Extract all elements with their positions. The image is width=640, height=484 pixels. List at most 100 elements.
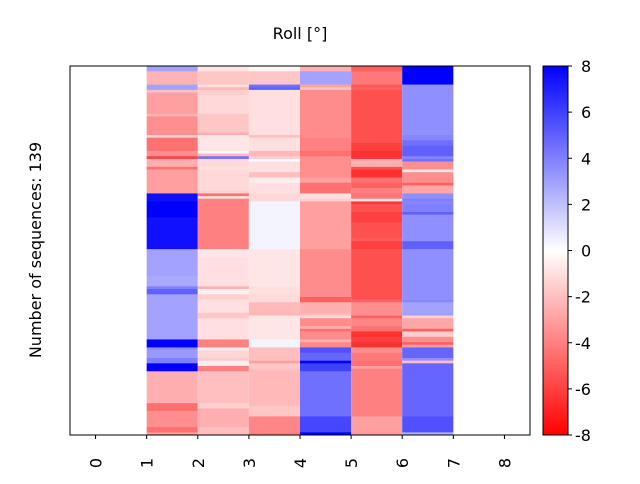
colorbar-tick-label: 2 [581,195,591,214]
heatmap-cell [300,347,352,354]
heatmap-cell [300,296,352,303]
heatmap-cell [402,145,454,157]
x-tick-label: 3 [240,458,259,468]
heatmap-cell [146,166,198,170]
heatmap-cell [248,312,300,316]
heatmap-cell [146,411,198,428]
heatmap-cell [351,212,403,223]
heatmap-cell [197,113,249,133]
heatmap-cell [248,360,300,364]
heatmap-cell [402,161,454,170]
heatmap-cell [146,89,198,93]
heatmap-cell [351,241,403,250]
heatmap-cell [300,87,352,91]
heatmap-cell [146,169,198,194]
heatmap-cell [248,150,300,157]
heatmap-cell [146,92,198,115]
heatmap-cell [351,193,403,200]
heatmap-cell [402,312,454,316]
colorbar-tick-label: -8 [575,426,591,445]
heatmap-cell [351,326,403,332]
heatmap-cell [351,416,403,436]
heatmap-cell [300,342,352,348]
heatmap-cell [351,318,403,327]
heatmap-cell [402,198,454,202]
heatmap-cell [197,89,249,96]
heatmap-cell [351,347,403,354]
heatmap-cell [300,371,352,417]
heatmap-cell [402,158,454,162]
heatmap-cell [300,198,352,202]
heatmap-cell [402,363,454,417]
heatmap-cell [351,198,403,202]
heatmap-cell [197,365,249,372]
heatmap-cell [197,358,249,361]
heatmap-cell [402,193,454,200]
heatmap-cell [402,241,454,250]
heatmap-cell [146,294,198,340]
heatmap-cell [402,185,454,194]
heatmap-cell [402,169,454,173]
heatmap-cell [351,89,403,144]
colorbar-tick-label: 0 [581,242,591,261]
heatmap-cell [146,358,198,364]
heatmap-cell [197,132,249,136]
heatmap-cell [146,193,198,202]
heatmap-cell [248,249,300,287]
heatmap-cell [300,302,352,314]
heatmap-cell [197,257,249,287]
heatmap-cell [300,84,352,88]
heatmap-cell [300,360,352,364]
x-tick-label: 1 [138,458,157,468]
heatmap-cell [402,318,454,330]
heatmap-cell [248,294,300,303]
heatmap-cell [146,249,198,277]
heatmap-cell [300,249,352,298]
x-tick-label: 6 [393,458,412,468]
heatmap-cell [197,153,249,157]
heatmap-cell [197,294,249,300]
heatmap-cell [402,358,454,361]
heatmap-cell [146,339,198,348]
colorbar-ticks: 8 6 4 2 0 -2 -4 -6 -8 [568,57,591,445]
heatmap-cell [248,347,300,361]
heatmap-cell [197,312,249,319]
heatmap-cell [300,328,352,332]
heatmap-cell [300,137,352,152]
heatmap-cell [300,312,352,316]
heatmap-cell [146,137,198,152]
heatmap-cell [197,360,249,367]
heatmap-cell [146,286,198,290]
heatmap-cell [146,156,198,160]
heatmap-cell [402,204,454,213]
x-tick-label: 7 [444,458,463,468]
heatmap-cell [248,302,300,314]
heatmap-cell [300,89,352,138]
heatmap-cell [197,84,249,88]
heatmap-cell [248,71,300,85]
heatmap-cell [248,201,300,250]
heatmap-cell [402,249,454,300]
x-tick-label: 0 [87,458,106,468]
heatmap-cell [197,71,249,85]
heatmap-cell [351,66,403,72]
heatmap-cell [351,201,403,205]
heatmap-cell [402,432,454,436]
heatmap-cell [402,328,454,332]
heatmap-cell [248,315,300,340]
heatmap-cell [146,371,198,404]
heatmap-cell [351,204,403,213]
heatmap-cell [351,84,403,88]
heatmap-cell [146,432,198,436]
heatmap-cell [146,158,198,168]
heatmap-cell [197,169,249,192]
heatmap-cell [402,331,454,338]
heatmap-cell [351,336,403,343]
heatmap-cell [300,352,352,361]
x-tick-label: 5 [342,458,361,468]
heatmap-cell [146,135,198,138]
heatmap-cell [300,71,352,85]
heatmap-cell [197,299,249,314]
heatmap-cell [146,347,198,351]
